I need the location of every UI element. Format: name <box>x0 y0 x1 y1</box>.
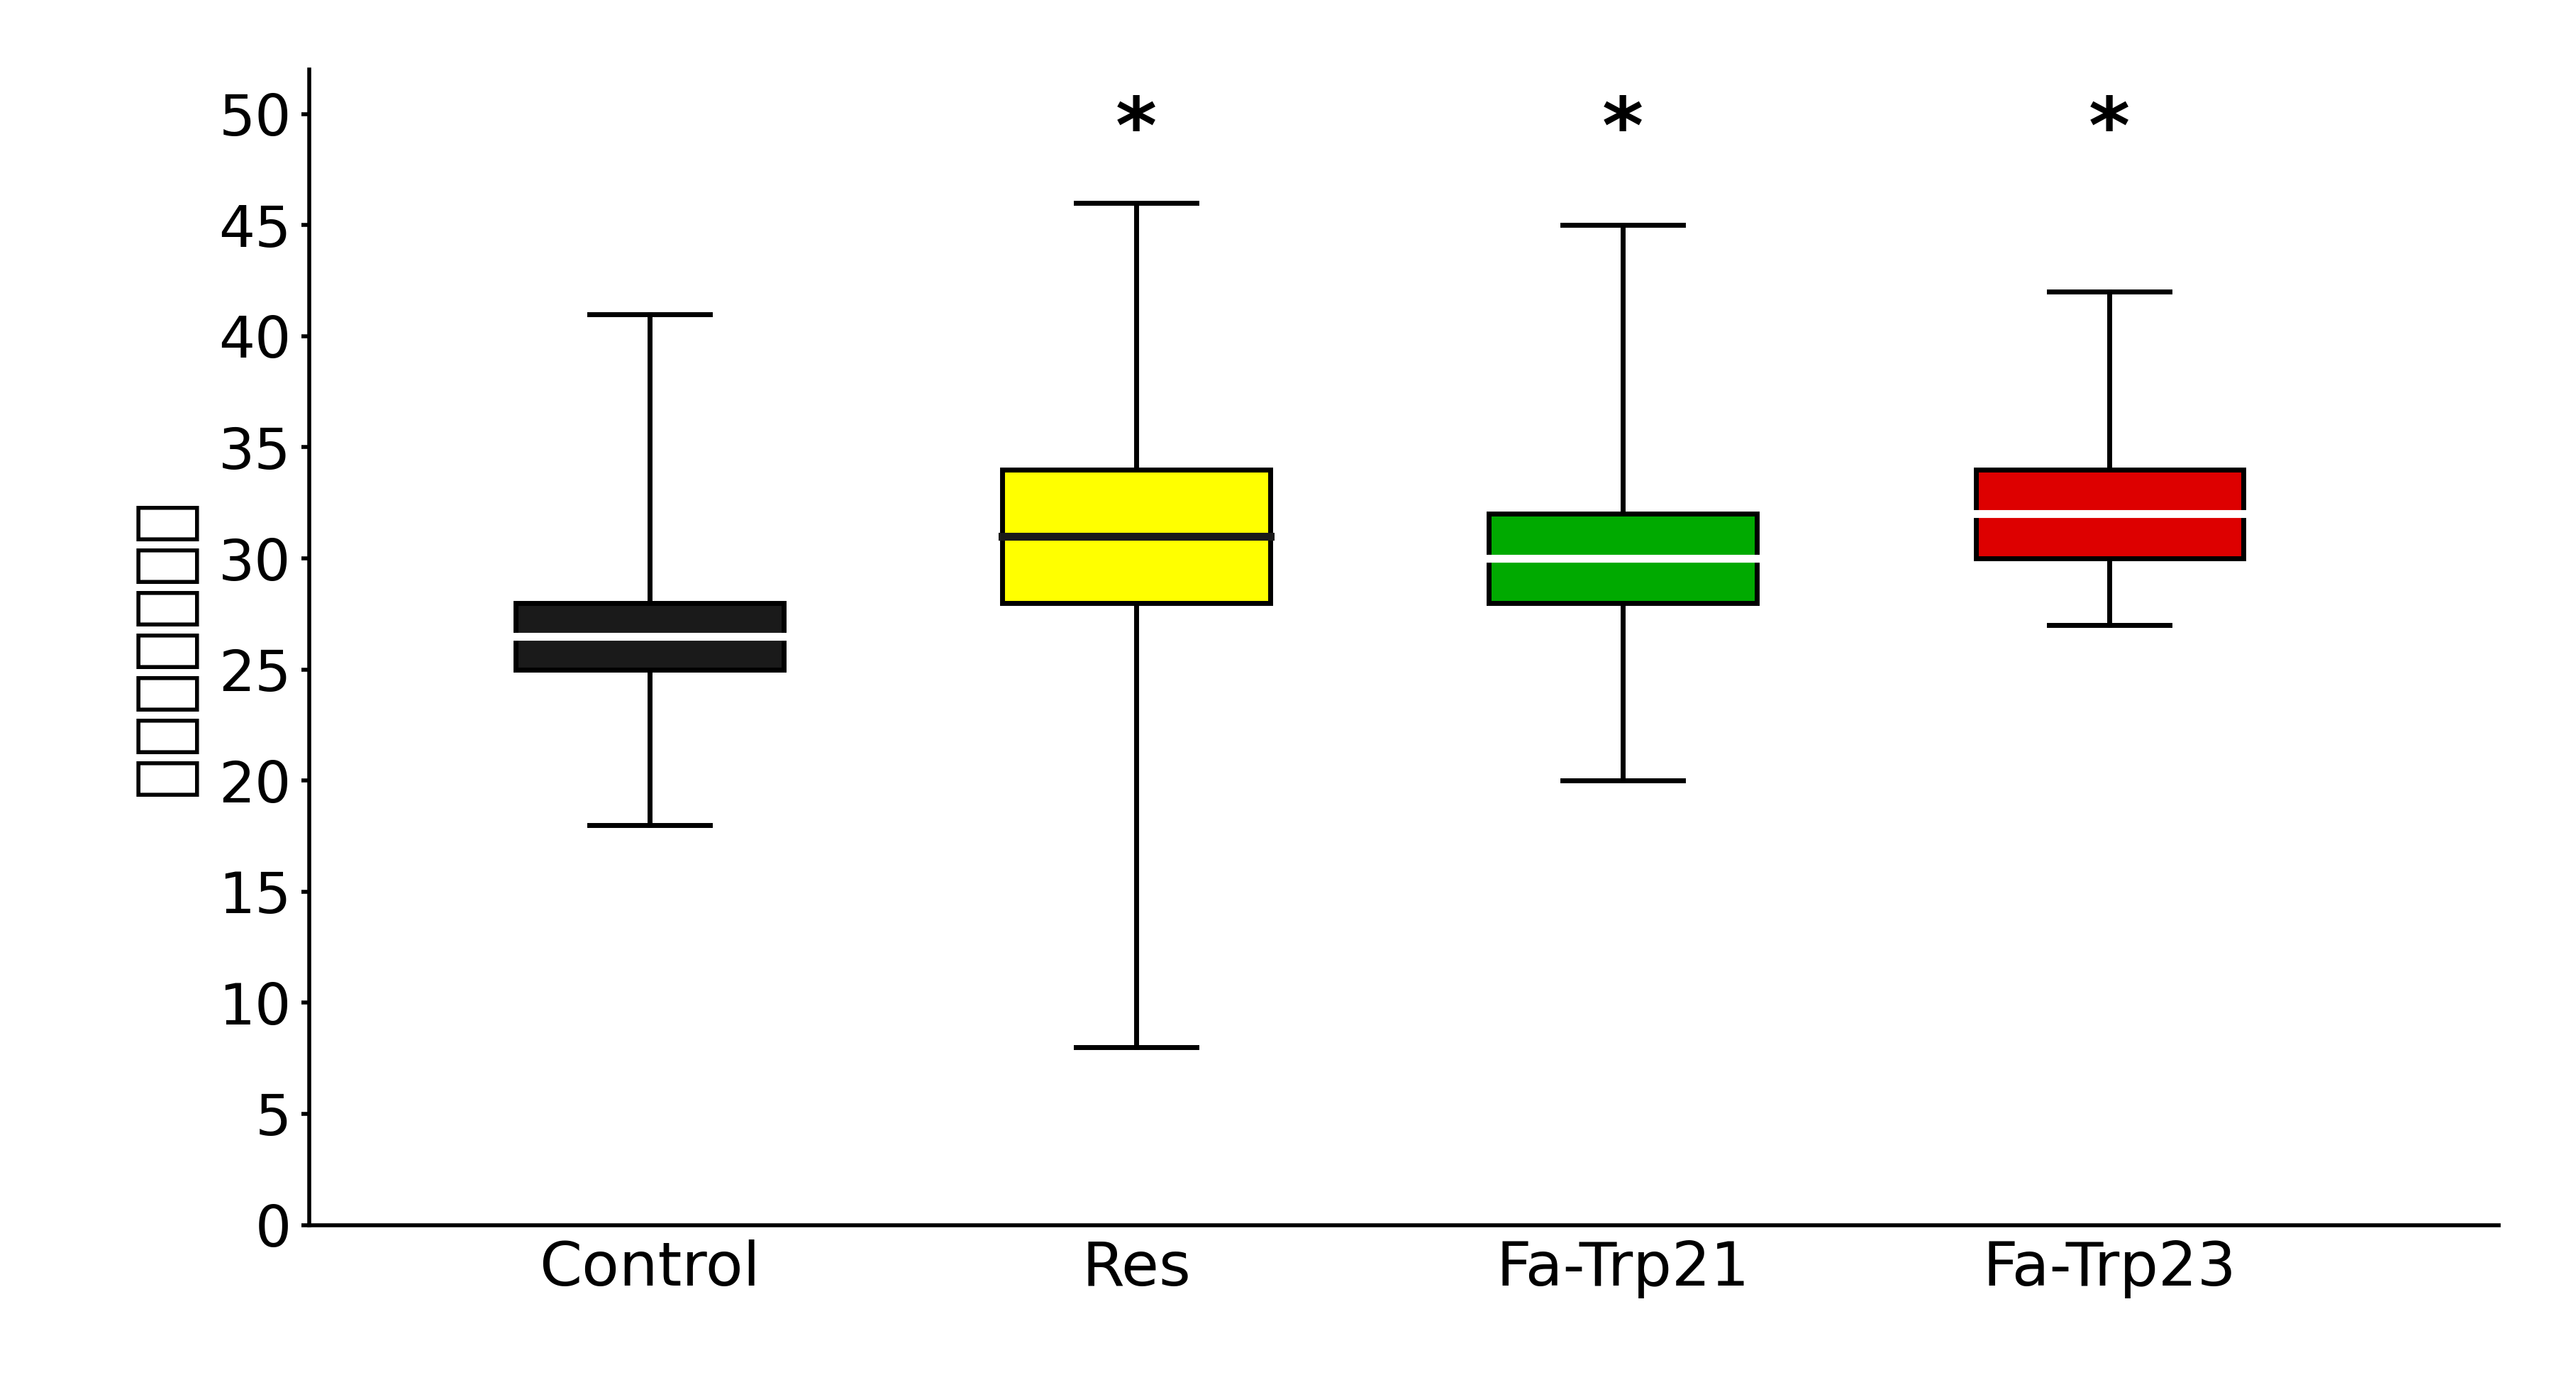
Text: *: * <box>1602 93 1643 170</box>
Y-axis label: 平均寿命（日）: 平均寿命（日） <box>131 498 198 796</box>
Bar <box>1002 469 1270 603</box>
Bar <box>1976 469 2244 558</box>
Text: *: * <box>2089 93 2130 170</box>
Text: *: * <box>1115 93 1157 170</box>
Bar <box>1489 514 1757 603</box>
Bar <box>515 603 783 670</box>
